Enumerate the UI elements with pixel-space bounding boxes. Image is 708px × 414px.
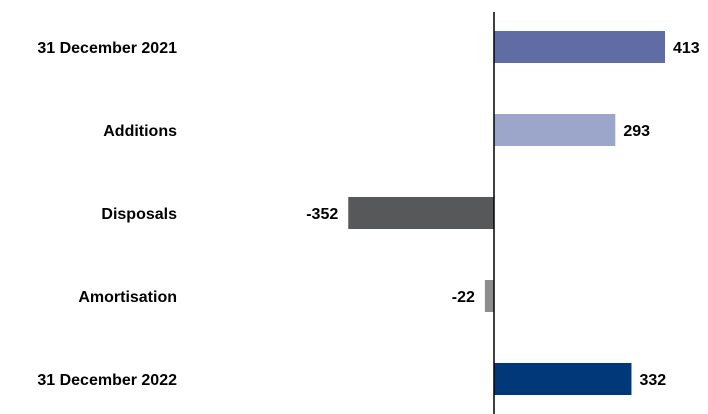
bar [494,363,632,395]
category-label: 31 December 2021 [37,40,177,57]
bar [494,114,616,146]
bar [484,280,494,312]
category-label: 31 December 2022 [37,372,177,389]
data-label: 413 [673,40,700,57]
category-label: Amortisation [78,289,177,306]
data-label: 293 [623,123,650,140]
category-label: Additions [103,123,177,140]
bar [494,31,665,63]
data-label: -352 [306,206,338,223]
bar [348,197,494,229]
data-label: -22 [452,289,475,306]
category-label: Disposals [101,206,177,223]
data-label: 332 [639,372,666,389]
